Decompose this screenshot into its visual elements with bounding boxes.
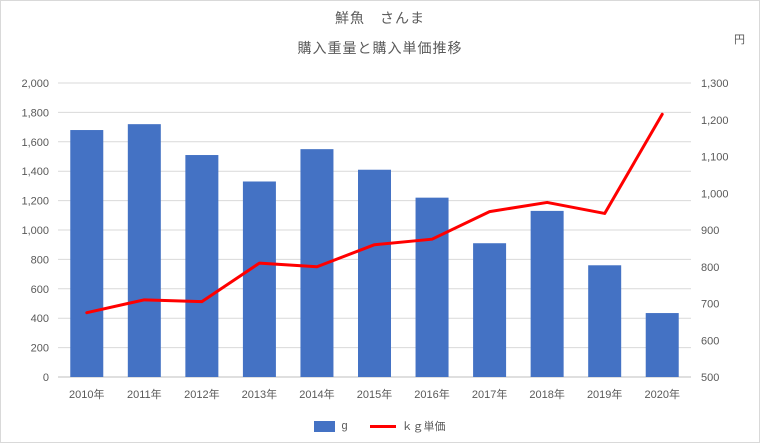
legend: g ｋｇ単価 bbox=[1, 418, 759, 434]
unit-price-line bbox=[85, 112, 664, 315]
y-axis-tick-label-right: 500 bbox=[701, 372, 719, 384]
line-series-swatch-icon bbox=[369, 424, 396, 428]
legend-item-unit-price: ｋｇ単価 bbox=[369, 418, 446, 434]
bar-2015年 bbox=[358, 169, 391, 377]
y-axis-tick-label-right: 1,300 bbox=[701, 78, 729, 90]
chart-title: 鮮魚 さんま bbox=[335, 10, 425, 26]
x-axis-tick-label: 2014年 bbox=[299, 387, 334, 401]
y-axis-tick-label-left: 1,000 bbox=[21, 225, 49, 237]
y-axis-tick-label-left: 600 bbox=[31, 284, 49, 296]
bar-2020年 bbox=[645, 313, 679, 377]
y-axis-tick-label-right: 1,100 bbox=[701, 152, 729, 164]
bar-2011年 bbox=[127, 124, 161, 377]
legend-label-unit-price: ｋｇ単価 bbox=[401, 421, 446, 433]
y-axis-tick-label-right: 700 bbox=[701, 299, 719, 311]
legend-label-weight: g bbox=[341, 420, 348, 432]
y-axis-tick-label-left: 400 bbox=[31, 313, 49, 325]
y-axis-tick-label-left: 1,600 bbox=[21, 137, 49, 149]
y-axis-tick-label-left: 1,800 bbox=[21, 107, 49, 119]
x-axis-tick-label: 2015年 bbox=[357, 387, 392, 401]
y-axis-tick-label-left: 800 bbox=[31, 254, 49, 266]
bar-2018年 bbox=[530, 210, 564, 377]
bar-2016年 bbox=[415, 197, 449, 377]
y-axis-tick-label-left: 200 bbox=[31, 343, 49, 355]
x-axis-tick-label: 2018年 bbox=[529, 387, 564, 401]
y-axis-tick-label-right: 1,200 bbox=[701, 115, 729, 127]
right-axis-unit-label: 円 bbox=[734, 34, 745, 46]
y-axis-tick-label-left: 1,400 bbox=[21, 166, 49, 178]
bar-2012年 bbox=[185, 155, 219, 377]
y-axis-tick-label-right: 600 bbox=[701, 335, 719, 347]
legend-item-weight: g bbox=[314, 420, 348, 432]
bar-2010年 bbox=[70, 130, 104, 377]
y-axis-tick-label-right: 1,000 bbox=[701, 188, 729, 200]
bar-series-swatch-icon bbox=[314, 420, 336, 432]
x-axis-tick-label: 2016年 bbox=[414, 387, 449, 401]
y-axis-tick-label-right: 800 bbox=[701, 262, 719, 274]
bar-2017年 bbox=[473, 243, 507, 377]
chart-subtitle: 購入重量と購入単価推移 bbox=[297, 40, 463, 56]
x-axis-tick-label: 2010年 bbox=[69, 387, 104, 401]
y-axis-tick-label-left: 1,200 bbox=[21, 196, 49, 208]
x-axis-tick-label: 2020年 bbox=[644, 387, 679, 401]
x-axis-tick-label: 2011年 bbox=[127, 387, 162, 401]
x-axis-tick-label: 2019年 bbox=[587, 387, 622, 401]
bar-2019年 bbox=[588, 265, 622, 377]
y-axis-tick-label-left: 2,000 bbox=[21, 78, 49, 90]
y-axis-tick-label-left: 0 bbox=[43, 372, 49, 384]
x-axis-tick-label: 2017年 bbox=[472, 387, 507, 401]
bar-2013年 bbox=[242, 181, 276, 377]
x-axis-tick-label: 2013年 bbox=[242, 387, 277, 401]
y-axis-tick-label-right: 900 bbox=[701, 225, 719, 237]
x-axis-tick-label: 2012年 bbox=[184, 387, 219, 401]
